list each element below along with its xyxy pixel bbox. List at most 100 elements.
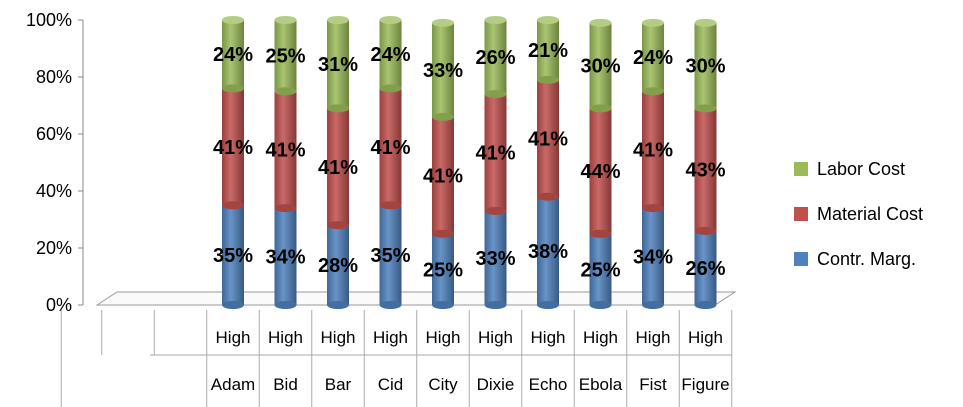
x-subcategory-label: High xyxy=(321,328,356,347)
y-tick-label: 20% xyxy=(36,238,72,258)
bar-segment-bottom-cap xyxy=(484,206,507,215)
legend-label: Labor Cost xyxy=(817,159,905,179)
bar-segment-bottom-cap xyxy=(379,84,402,93)
bar-segment-bottom-cap xyxy=(484,301,507,309)
bar-segment xyxy=(484,94,507,211)
data-label: 28% xyxy=(318,255,358,277)
bar-segment xyxy=(222,88,244,206)
legend: Labor Cost Material Cost Contr. Marg. xyxy=(794,159,923,269)
bar-segment xyxy=(222,20,244,89)
x-category-label: Dixie xyxy=(477,375,515,394)
data-label: 25% xyxy=(265,46,305,68)
legend-swatch xyxy=(794,252,808,266)
x-category-label: Figure xyxy=(681,375,729,394)
bar-top-cap xyxy=(537,16,559,24)
bar-segment xyxy=(327,20,349,109)
data-label: 24% xyxy=(213,44,253,66)
x-subcategory-label: High xyxy=(216,328,251,347)
bar-top-cap xyxy=(642,18,664,27)
bar-segment-bottom-cap xyxy=(589,301,612,309)
bar-segment-bottom-cap xyxy=(537,75,559,84)
data-label: 41% xyxy=(318,157,358,179)
bar-segment xyxy=(222,205,244,305)
data-label: 26% xyxy=(475,47,515,69)
data-label: 34% xyxy=(633,247,673,269)
data-label: 30% xyxy=(685,56,725,78)
data-label: 33% xyxy=(475,248,515,270)
x-category-label: Ebola xyxy=(579,375,623,394)
x-subcategory-label: High xyxy=(688,328,723,347)
data-label: 35% xyxy=(213,245,253,267)
bar-segment xyxy=(379,205,402,305)
bar-segment-bottom-cap xyxy=(327,221,349,230)
x-subcategory-label: High xyxy=(426,328,461,347)
bar-segment xyxy=(694,230,717,305)
y-tick-label: 60% xyxy=(36,124,72,144)
bar-segment xyxy=(589,233,612,305)
data-label: 44% xyxy=(580,161,620,183)
data-label: 26% xyxy=(685,258,725,280)
x-category-label: Adam xyxy=(211,375,255,394)
y-tick-label: 100% xyxy=(26,10,72,30)
bar-top-cap xyxy=(484,16,507,24)
data-label: 25% xyxy=(580,259,620,281)
x-category-label: Cid xyxy=(378,375,404,394)
bar-segment-bottom-cap xyxy=(379,201,402,210)
x-category-label: Bid xyxy=(273,375,298,394)
bar-segment-bottom-cap xyxy=(484,90,507,99)
legend-label: Contr. Marg. xyxy=(817,249,916,269)
bar-segment xyxy=(642,208,664,305)
data-label: 43% xyxy=(685,160,725,182)
data-label: 41% xyxy=(423,165,463,187)
data-label: 25% xyxy=(423,259,463,281)
bar-segment xyxy=(484,20,507,95)
legend-swatch xyxy=(794,207,808,221)
x-subcategory-label: High xyxy=(373,328,408,347)
bar-segment-bottom-cap xyxy=(222,84,244,93)
bar-segment-bottom-cap xyxy=(222,201,244,210)
bar-top-cap xyxy=(694,18,717,27)
data-label: 30% xyxy=(580,56,620,78)
data-label: 38% xyxy=(528,241,568,263)
data-label: 41% xyxy=(213,137,253,159)
bar-segment xyxy=(379,88,402,206)
chart-floor xyxy=(95,291,737,306)
bar-segment-bottom-cap xyxy=(379,301,402,309)
x-axis-layer: High Adam High Bid High Bar High Cid High City Hig… xyxy=(60,310,733,407)
bar-segment xyxy=(694,22,717,109)
x-subcategory-label: High xyxy=(636,328,671,347)
data-label: 21% xyxy=(528,40,568,62)
bar-top-cap xyxy=(379,16,402,24)
x-subcategory-label: High xyxy=(478,328,513,347)
bar-segment-bottom-cap xyxy=(432,112,454,121)
bar-top-cap xyxy=(274,16,297,24)
bar-segment xyxy=(537,196,559,305)
data-label: 41% xyxy=(475,143,515,165)
bar-segment-bottom-cap xyxy=(694,104,717,113)
bar-segment-bottom-cap xyxy=(694,226,717,235)
x-subcategory-label: High xyxy=(268,328,303,347)
data-label: 41% xyxy=(528,128,568,150)
bar-top-cap xyxy=(589,18,612,27)
x-category-label: Fist xyxy=(639,375,667,394)
bar-segment-bottom-cap xyxy=(274,87,297,96)
bars-layer xyxy=(222,16,717,309)
x-subcategory-label: High xyxy=(583,328,618,347)
bar-segment-bottom-cap xyxy=(327,301,349,309)
x-category-label: City xyxy=(428,375,458,394)
y-tick-label: 40% xyxy=(36,181,72,201)
data-label: 24% xyxy=(633,47,673,69)
bar-segment-bottom-cap xyxy=(537,192,559,201)
bar-segment xyxy=(694,108,717,231)
data-label: 34% xyxy=(265,247,305,269)
bar-segment xyxy=(537,20,559,80)
bar-segment-bottom-cap xyxy=(642,301,664,309)
bar-segment xyxy=(379,20,402,89)
data-label: 41% xyxy=(265,140,305,162)
bar-segment-bottom-cap xyxy=(694,301,717,309)
bar-segment xyxy=(589,22,612,109)
bar-top-cap xyxy=(222,16,244,24)
bar-top-cap xyxy=(327,16,349,24)
data-label: 24% xyxy=(370,44,410,66)
